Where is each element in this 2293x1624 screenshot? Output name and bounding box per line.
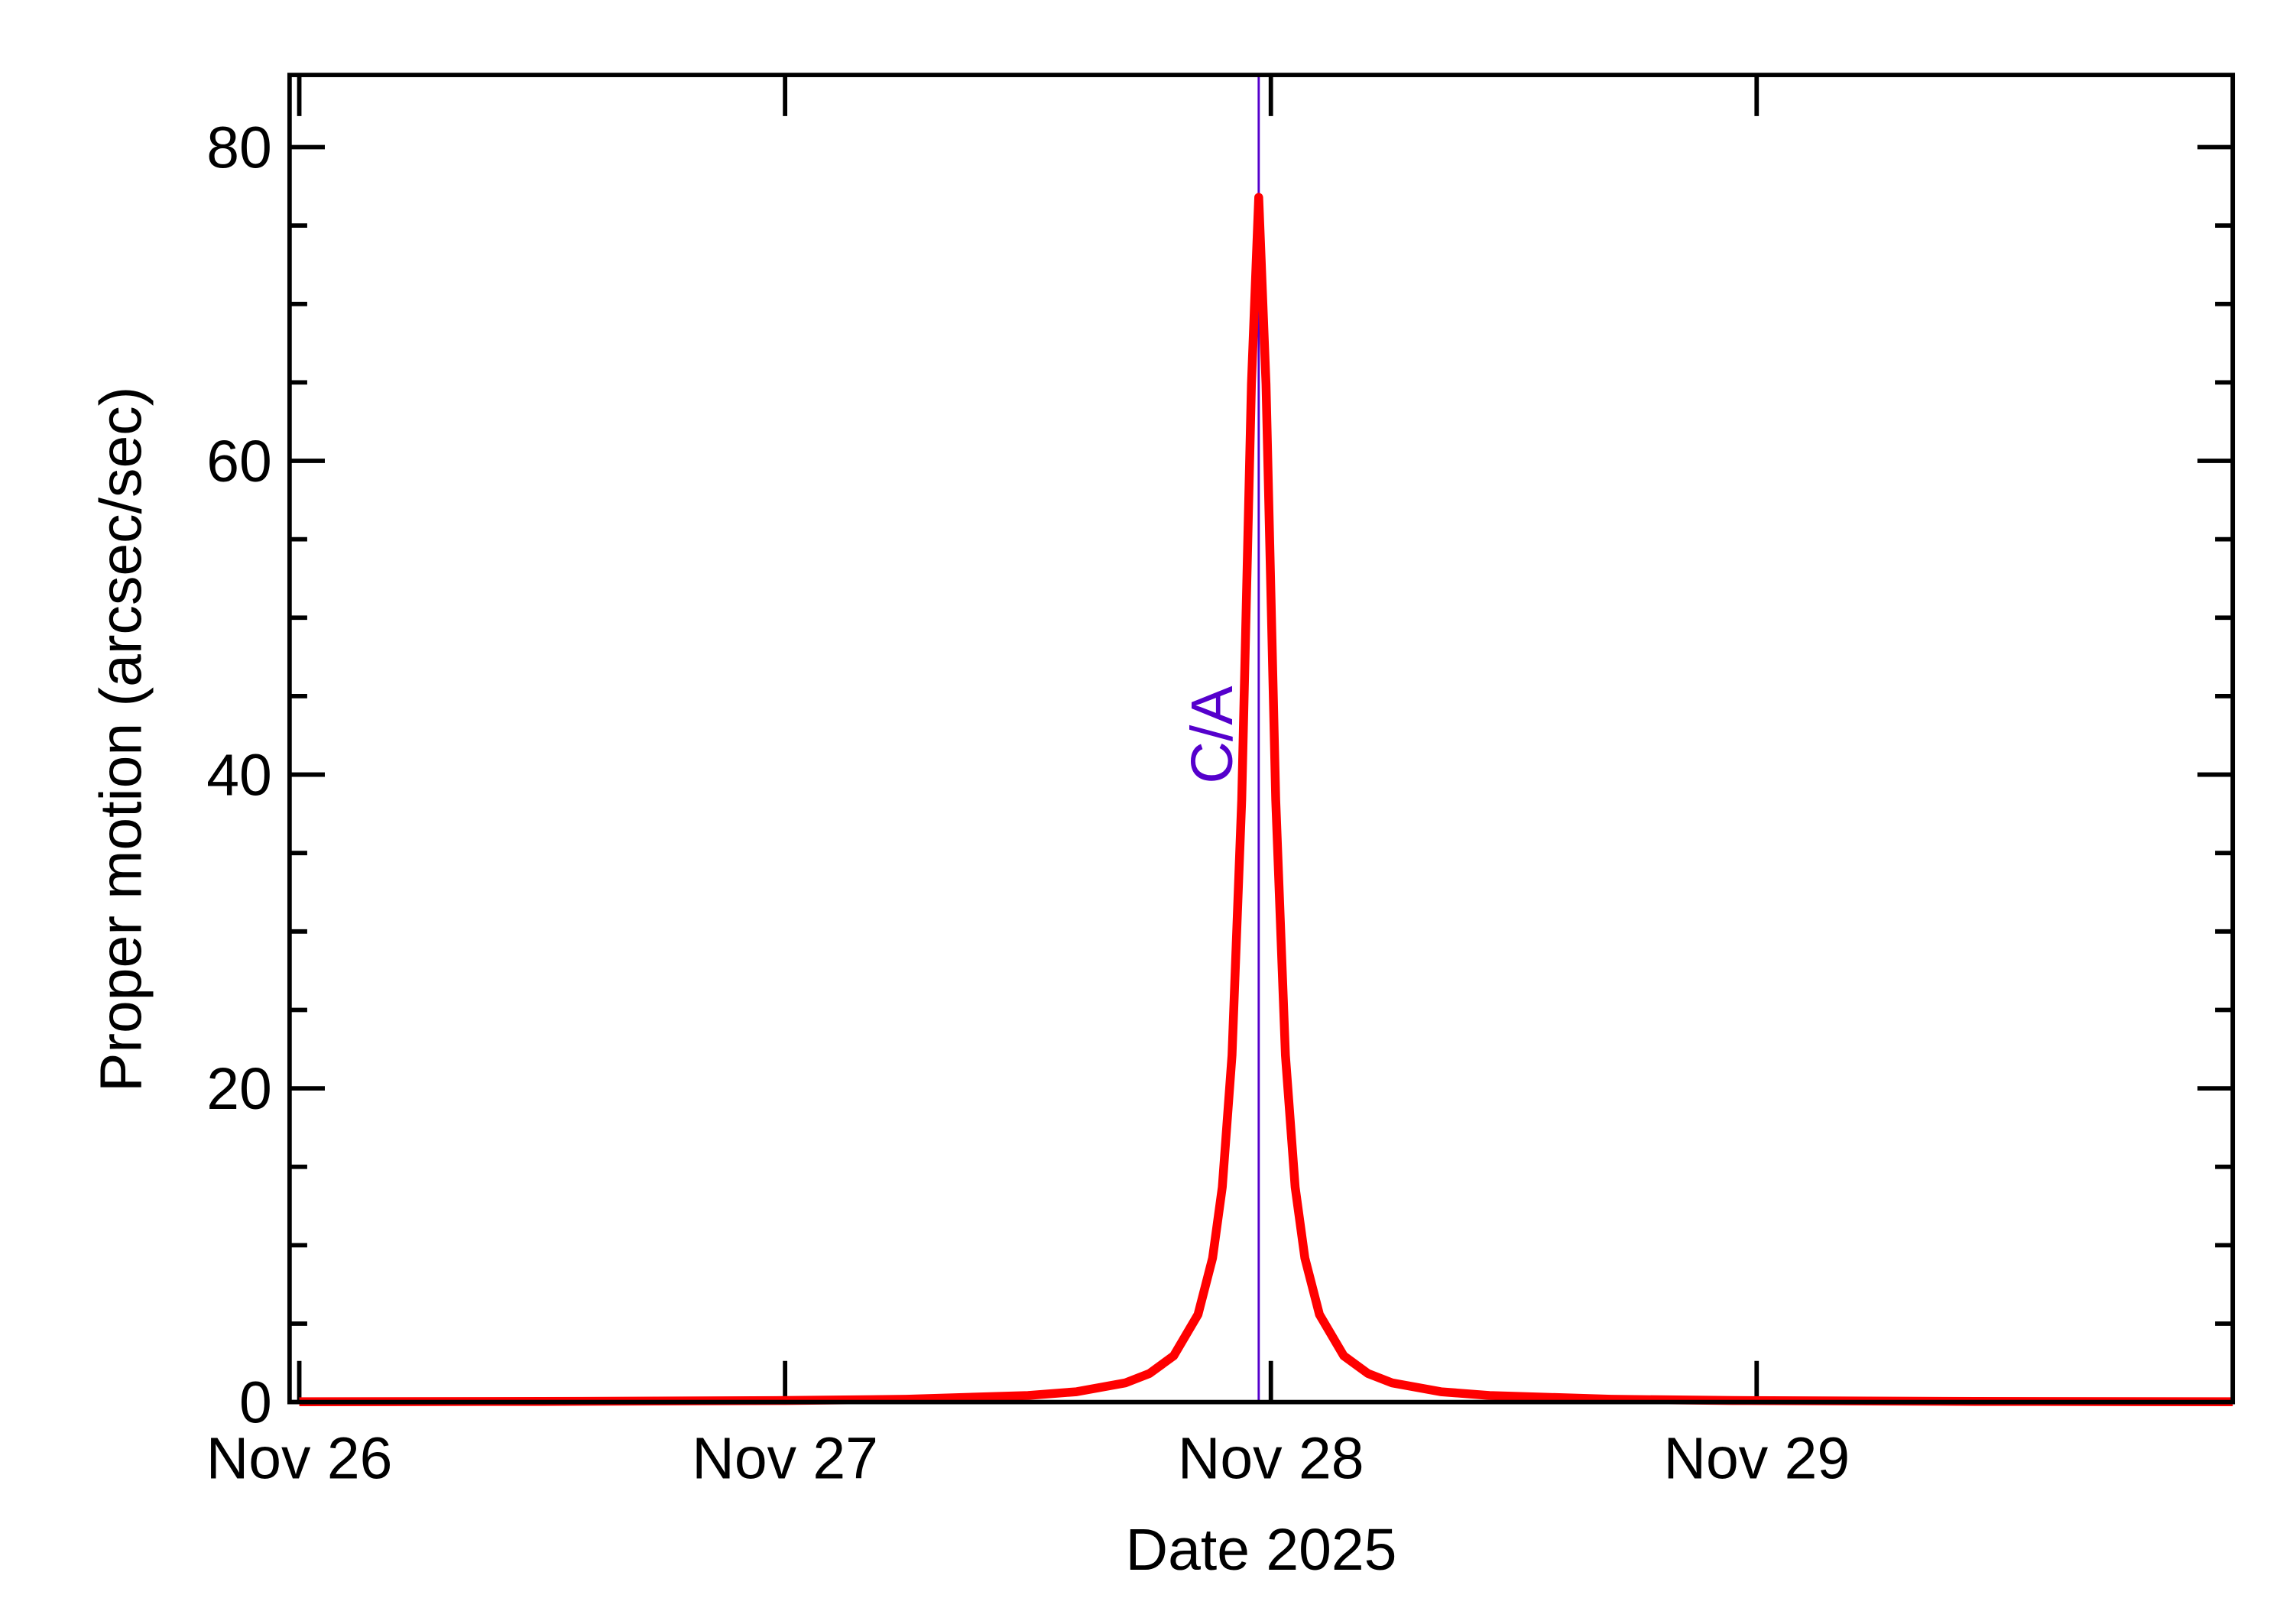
y-axis-label: Proper motion (arcsec/sec) — [89, 387, 154, 1092]
y-tick-label: 80 — [206, 115, 272, 180]
data-line — [299, 193, 2233, 1406]
y-tick-label: 40 — [206, 742, 272, 808]
y-tick-label: 0 — [239, 1370, 272, 1436]
y-tick-label: 60 — [206, 429, 272, 494]
x-tick-label: Nov 26 — [206, 1426, 393, 1492]
x-tick-label: Nov 28 — [1178, 1426, 1364, 1492]
plot-frame — [287, 73, 2236, 1405]
x-axis-label: Date 2025 — [1126, 1517, 1397, 1583]
x-tick-label: Nov 27 — [692, 1426, 878, 1492]
ca-label: C/A — [1179, 686, 1245, 784]
y-tick-label: 20 — [206, 1056, 272, 1122]
x-tick-label: Nov 29 — [1663, 1426, 1850, 1492]
